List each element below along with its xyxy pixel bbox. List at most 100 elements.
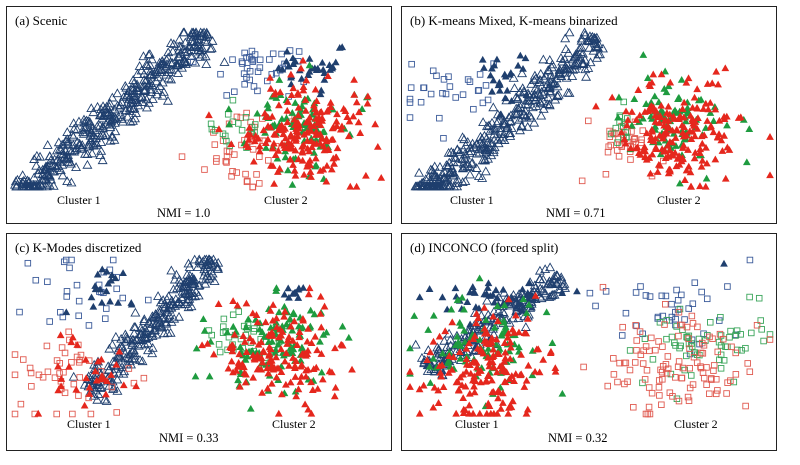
data-point <box>233 301 242 309</box>
data-point <box>62 176 73 186</box>
data-point <box>485 125 496 135</box>
data-point <box>226 343 234 351</box>
data-point <box>373 142 382 150</box>
data-point <box>248 47 256 55</box>
data-point <box>501 354 510 362</box>
data-point <box>266 306 275 314</box>
data-point <box>68 118 79 128</box>
data-point <box>612 124 620 132</box>
data-point <box>79 117 90 127</box>
data-point <box>678 374 686 382</box>
data-point <box>317 323 326 331</box>
data-point <box>522 91 531 99</box>
data-point <box>697 349 705 357</box>
data-point <box>311 85 320 93</box>
data-point <box>283 118 292 126</box>
data-point <box>443 147 454 157</box>
data-point <box>717 342 725 349</box>
data-point <box>501 348 510 356</box>
data-point <box>551 367 560 375</box>
data-point <box>267 328 276 336</box>
data-point <box>147 311 158 321</box>
data-point <box>459 161 470 171</box>
data-point <box>312 139 321 147</box>
data-point <box>254 87 261 95</box>
data-point <box>302 372 310 380</box>
data-point <box>287 91 296 99</box>
data-point <box>163 291 174 301</box>
cluster-1-label: Cluster 1 <box>67 417 111 431</box>
data-point <box>523 314 532 322</box>
data-point <box>346 182 355 190</box>
data-point <box>656 112 665 120</box>
data-point <box>246 68 254 75</box>
data-point <box>607 130 615 138</box>
data-point <box>646 169 655 177</box>
data-point <box>492 286 500 294</box>
data-point <box>464 76 472 83</box>
data-point <box>664 102 673 110</box>
data-point <box>604 382 611 390</box>
data-point <box>190 291 201 301</box>
data-point <box>132 97 143 106</box>
data-point <box>139 316 150 326</box>
data-point <box>352 98 361 106</box>
data-point <box>556 272 567 282</box>
data-point <box>529 70 540 80</box>
data-point <box>171 269 182 279</box>
data-point <box>703 295 711 303</box>
data-point <box>525 300 533 308</box>
data-point <box>224 364 233 372</box>
data-point <box>493 55 501 63</box>
data-point <box>44 179 55 189</box>
data-point <box>301 96 310 103</box>
data-point <box>651 134 660 142</box>
data-point <box>647 132 655 140</box>
data-point <box>579 27 590 37</box>
data-point <box>145 65 156 75</box>
data-point <box>454 386 463 394</box>
data-point <box>289 84 298 92</box>
data-point <box>477 173 488 182</box>
data-point <box>480 145 491 155</box>
data-point <box>295 48 303 55</box>
data-point <box>309 365 318 373</box>
data-point <box>434 399 443 406</box>
data-point <box>44 151 55 160</box>
data-point <box>330 159 338 167</box>
data-point <box>217 70 224 78</box>
data-point <box>298 156 307 164</box>
data-point <box>95 383 106 392</box>
cluster-1-label: Cluster 1 <box>455 417 499 431</box>
data-point <box>490 323 499 331</box>
data-point <box>272 314 281 322</box>
data-point <box>672 162 681 170</box>
data-point <box>201 59 212 68</box>
data-point <box>483 284 492 291</box>
data-point <box>317 108 326 115</box>
data-point <box>439 335 450 345</box>
data-point <box>242 114 250 121</box>
data-point <box>272 318 280 326</box>
data-point <box>287 70 295 78</box>
panel-title: (d) INCONCO (forced split) <box>410 240 559 255</box>
data-point <box>216 348 224 356</box>
data-point <box>219 57 230 66</box>
data-point <box>466 78 474 85</box>
data-point <box>507 403 516 411</box>
data-point <box>662 88 671 96</box>
data-point <box>555 53 566 62</box>
data-point <box>438 361 446 369</box>
data-point <box>714 80 722 88</box>
data-point <box>322 137 331 145</box>
data-point <box>97 355 106 363</box>
data-point <box>578 177 586 185</box>
data-point <box>529 75 540 85</box>
data-point <box>245 135 253 143</box>
data-point <box>212 263 223 273</box>
data-point <box>560 283 571 292</box>
data-point <box>511 370 520 377</box>
data-point <box>406 114 414 121</box>
data-point <box>732 331 740 339</box>
data-point <box>547 59 558 69</box>
